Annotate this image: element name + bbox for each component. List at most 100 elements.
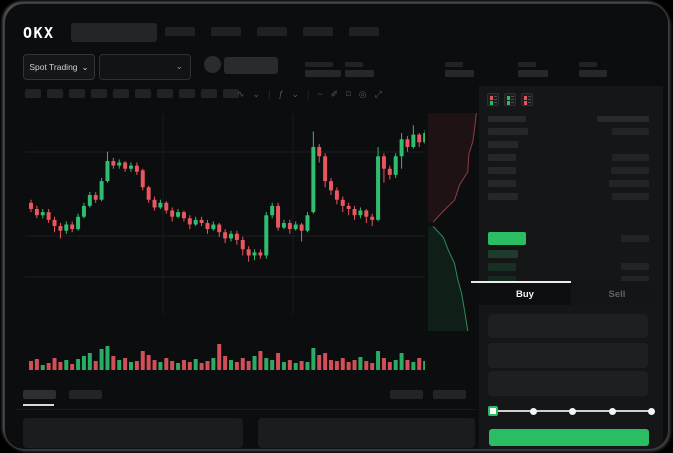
- candle-body: [399, 139, 404, 157]
- candle-body: [334, 190, 339, 200]
- market-stat-placeholder: [518, 62, 548, 77]
- ask-amount-placeholder: [612, 154, 649, 161]
- timeframe-button[interactable]: [135, 89, 151, 98]
- volume-bar: [240, 358, 245, 370]
- tab-sell[interactable]: Sell: [571, 281, 663, 305]
- line-tool-icon[interactable]: ~: [317, 89, 323, 99]
- timeframe-button[interactable]: [223, 89, 239, 98]
- chart-type-chevron-icon[interactable]: ⌄: [252, 88, 261, 99]
- ask-row[interactable]: [479, 154, 663, 162]
- ask-price-placeholder: [488, 193, 518, 200]
- ask-row[interactable]: [479, 180, 663, 188]
- total-input[interactable]: [488, 371, 648, 396]
- volume-bar: [323, 353, 328, 370]
- candle-body: [93, 195, 98, 200]
- ask-row[interactable]: [479, 141, 663, 149]
- combined-book-toggle-icon[interactable]: [487, 93, 499, 106]
- volume-bar: [381, 358, 386, 370]
- nav-item-placeholder[interactable]: [211, 27, 241, 36]
- last-price-bar[interactable]: [488, 232, 526, 245]
- slider-step-dot[interactable]: [569, 407, 576, 415]
- candle-body: [181, 212, 186, 219]
- bid-row[interactable]: [479, 263, 663, 271]
- candle-body: [70, 224, 75, 230]
- timeframe-button[interactable]: [201, 89, 217, 98]
- asks-only-book-toggle-icon[interactable]: [521, 93, 533, 106]
- fullscreen-icon[interactable]: ⤢: [374, 88, 382, 99]
- volume-bar: [270, 360, 275, 370]
- candle-body: [64, 224, 69, 231]
- bottom-right-button-2[interactable]: [433, 390, 466, 399]
- slider-step-dot[interactable]: [529, 407, 537, 415]
- volume-bar: [181, 360, 186, 370]
- candle-body: [211, 224, 216, 230]
- candle-body: [193, 219, 198, 225]
- nav-item-placeholder[interactable]: [303, 27, 333, 36]
- buy-submit-button[interactable]: [489, 429, 649, 446]
- candle-body: [158, 202, 163, 208]
- camera-icon[interactable]: ⌑: [346, 88, 351, 99]
- nav-item-placeholder[interactable]: [349, 27, 379, 36]
- market-mode-dropdown[interactable]: Spot Trading ⌄: [23, 54, 95, 80]
- bids-only-book-toggle-icon[interactable]: [504, 93, 516, 106]
- candlestick-chart[interactable]: [25, 114, 425, 376]
- okx-logo[interactable]: OKX: [23, 24, 55, 42]
- ask-row[interactable]: [479, 193, 663, 201]
- volume-bar: [317, 355, 322, 370]
- timeframe-button[interactable]: [179, 89, 195, 98]
- candle-body: [411, 134, 416, 147]
- depth-chart[interactable]: [428, 113, 479, 331]
- timeframe-button[interactable]: [157, 89, 173, 98]
- price-input[interactable]: [488, 314, 648, 338]
- volume-bar: [176, 363, 181, 370]
- volume-bar: [364, 361, 369, 370]
- nav-item-placeholder[interactable]: [257, 27, 287, 36]
- amount-input[interactable]: [488, 343, 648, 368]
- search-input[interactable]: [71, 23, 157, 42]
- bid-amount-placeholder: [621, 263, 649, 270]
- stat-value-placeholder: [345, 70, 374, 77]
- volume-bar: [417, 358, 422, 370]
- candle-body: [393, 156, 398, 175]
- pair-selector-dropdown[interactable]: ⌄: [99, 54, 191, 80]
- timeframe-button[interactable]: [91, 89, 107, 98]
- coin-icon: [204, 56, 221, 73]
- stat-label-placeholder: [579, 62, 597, 67]
- settings-icon[interactable]: ◎: [358, 88, 367, 99]
- bottom-right-button-1[interactable]: [390, 390, 423, 399]
- nav-item-placeholder[interactable]: [165, 27, 195, 36]
- ask-amount-placeholder: [612, 128, 649, 135]
- bottom-tab-active[interactable]: [23, 390, 56, 399]
- candle-body: [170, 210, 175, 217]
- tab-buy[interactable]: Buy: [479, 281, 571, 305]
- bid-row[interactable]: [479, 250, 663, 258]
- draw-icon[interactable]: ✐: [330, 88, 339, 99]
- volume-bar: [52, 358, 57, 370]
- volume-bar: [223, 356, 228, 370]
- indicators-icon[interactable]: ƒ: [278, 89, 284, 99]
- candle-body: [352, 209, 357, 216]
- bid-row[interactable]: [479, 276, 663, 284]
- candle-body: [205, 222, 210, 230]
- separator: |: [268, 89, 271, 99]
- ask-row[interactable]: [479, 167, 663, 175]
- amount-slider[interactable]: [488, 404, 655, 418]
- slider-step-dot[interactable]: [648, 407, 655, 415]
- timeframe-button[interactable]: [25, 89, 41, 98]
- volume-bar: [123, 358, 128, 370]
- chart-type-icon[interactable]: ∿: [237, 88, 245, 99]
- volume-bar: [46, 363, 51, 370]
- timeframe-button[interactable]: [47, 89, 63, 98]
- ask-price-placeholder: [488, 128, 528, 135]
- ask-row[interactable]: [479, 128, 663, 136]
- slider-handle[interactable]: [488, 406, 498, 416]
- chevron-down-icon: ⌄: [175, 61, 183, 71]
- volume-bar: [152, 360, 157, 370]
- timeframe-button[interactable]: [69, 89, 85, 98]
- indicators-chevron-icon[interactable]: ⌄: [291, 88, 299, 99]
- timeframe-button[interactable]: [113, 89, 129, 98]
- slider-step-dot[interactable]: [608, 407, 616, 415]
- bottom-tab-2[interactable]: [69, 390, 102, 399]
- stat-value-placeholder: [579, 70, 607, 77]
- candle-body: [405, 139, 410, 147]
